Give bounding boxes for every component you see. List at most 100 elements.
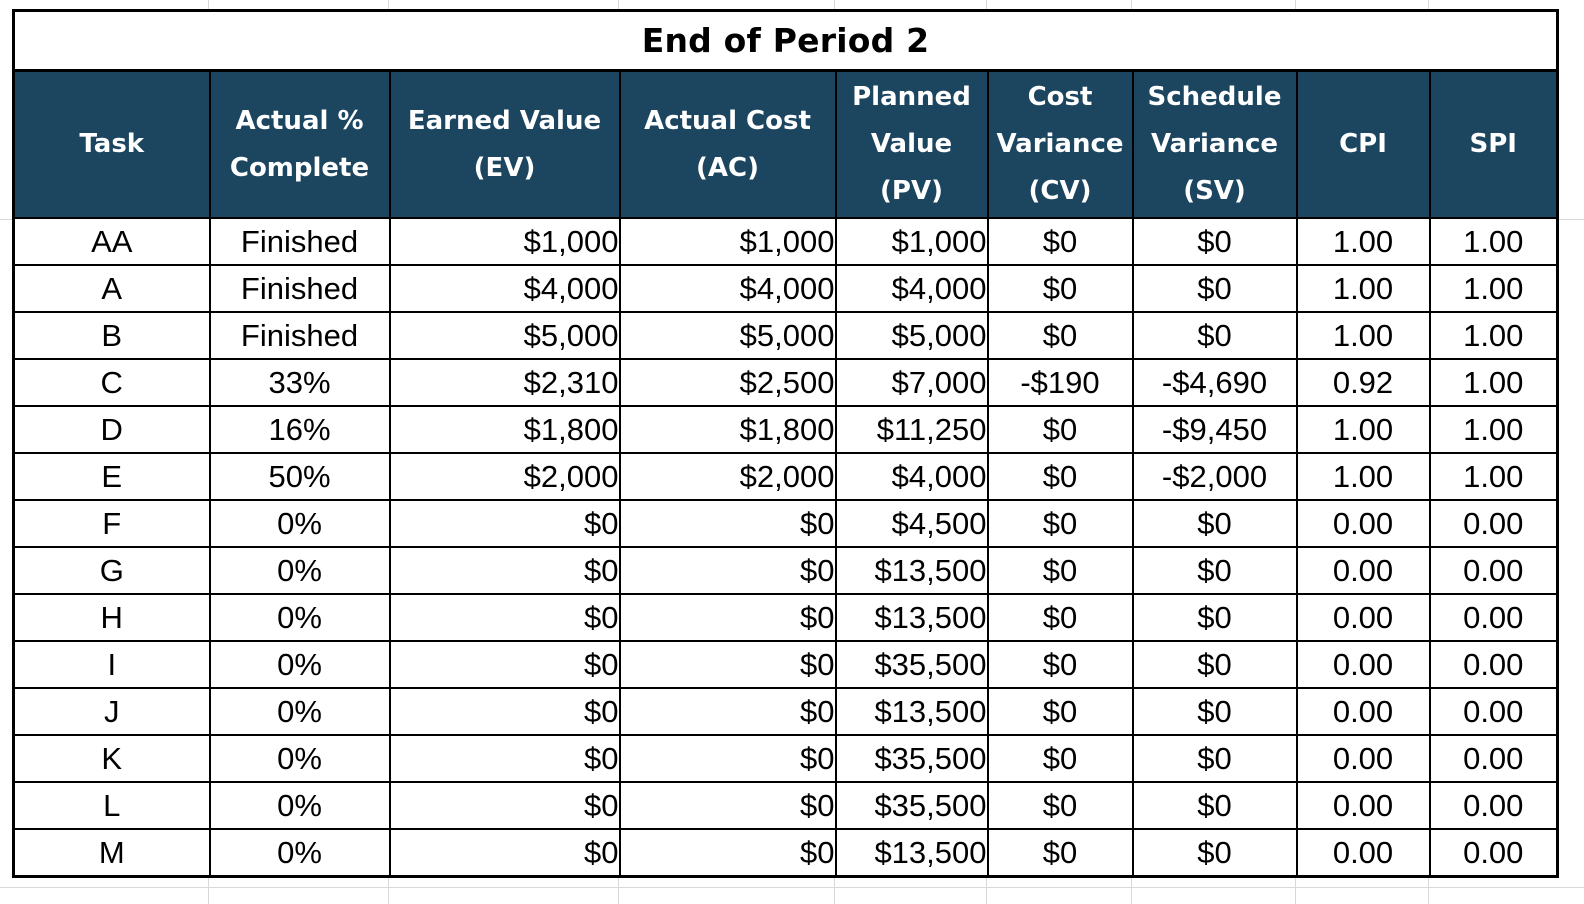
cell-pv[interactable]: $35,500 xyxy=(834,734,989,783)
cell-cpi[interactable]: 1.00 xyxy=(1295,311,1431,360)
cell-cpi[interactable]: 0.00 xyxy=(1295,499,1431,548)
cell-pct[interactable]: 16% xyxy=(208,405,391,454)
cell-task[interactable]: B xyxy=(12,311,211,360)
cell-sv[interactable]: $0 xyxy=(1131,217,1298,266)
cell-cpi[interactable]: 0.00 xyxy=(1295,828,1431,878)
cell-cpi[interactable]: 1.00 xyxy=(1295,217,1431,266)
cell-pct[interactable]: 0% xyxy=(208,781,391,830)
cell-pv[interactable]: $13,500 xyxy=(834,546,989,595)
cell-spi[interactable]: 0.00 xyxy=(1428,781,1559,830)
cell-cv[interactable]: $0 xyxy=(986,593,1134,642)
cell-ac[interactable]: $0 xyxy=(618,546,837,595)
cell-ev[interactable]: $0 xyxy=(388,640,621,689)
cell-sv[interactable]: $0 xyxy=(1131,311,1298,360)
column-header-pv[interactable]: Planned Value (PV) xyxy=(834,69,989,219)
cell-pv[interactable]: $13,500 xyxy=(834,593,989,642)
column-header-ev[interactable]: Earned Value (EV) xyxy=(388,69,621,219)
cell-pct[interactable]: 0% xyxy=(208,546,391,595)
cell-pv[interactable]: $1,000 xyxy=(834,217,989,266)
cell-spi[interactable]: 1.00 xyxy=(1428,311,1559,360)
cell-pct[interactable]: 0% xyxy=(208,499,391,548)
column-header-task[interactable]: Task xyxy=(12,69,211,219)
cell-cv[interactable]: $0 xyxy=(986,640,1134,689)
cell-cpi[interactable]: 0.00 xyxy=(1295,734,1431,783)
cell-ev[interactable]: $5,000 xyxy=(388,311,621,360)
cell-pct[interactable]: Finished xyxy=(208,264,391,313)
cell-pv[interactable]: $7,000 xyxy=(834,358,989,407)
cell-spi[interactable]: 1.00 xyxy=(1428,452,1559,501)
cell-task[interactable]: C xyxy=(12,358,211,407)
cell-task[interactable]: G xyxy=(12,546,211,595)
cell-ac[interactable]: $1,000 xyxy=(618,217,837,266)
cell-cv[interactable]: $0 xyxy=(986,781,1134,830)
column-header-spi[interactable]: SPI xyxy=(1428,69,1559,219)
cell-task[interactable]: I xyxy=(12,640,211,689)
cell-task[interactable]: E xyxy=(12,452,211,501)
column-header-cpi[interactable]: CPI xyxy=(1295,69,1431,219)
column-header-sv[interactable]: Schedule Variance (SV) xyxy=(1131,69,1298,219)
cell-spi[interactable]: 0.00 xyxy=(1428,593,1559,642)
cell-spi[interactable]: 1.00 xyxy=(1428,264,1559,313)
cell-spi[interactable]: 0.00 xyxy=(1428,640,1559,689)
cell-sv[interactable]: $0 xyxy=(1131,781,1298,830)
cell-ac[interactable]: $0 xyxy=(618,687,837,736)
cell-ev[interactable]: $0 xyxy=(388,687,621,736)
cell-pct[interactable]: Finished xyxy=(208,311,391,360)
cell-task[interactable]: F xyxy=(12,499,211,548)
cell-ac[interactable]: $2,000 xyxy=(618,452,837,501)
cell-ev[interactable]: $0 xyxy=(388,734,621,783)
cell-cv[interactable]: $0 xyxy=(986,452,1134,501)
cell-ac[interactable]: $0 xyxy=(618,499,837,548)
cell-pv[interactable]: $4,000 xyxy=(834,264,989,313)
cell-ev[interactable]: $0 xyxy=(388,593,621,642)
cell-ac[interactable]: $0 xyxy=(618,640,837,689)
cell-task[interactable]: L xyxy=(12,781,211,830)
cell-cv[interactable]: -$190 xyxy=(986,358,1134,407)
cell-pct[interactable]: 0% xyxy=(208,640,391,689)
column-header-cv[interactable]: Cost Variance (CV) xyxy=(986,69,1134,219)
cell-task[interactable]: K xyxy=(12,734,211,783)
column-header-pct[interactable]: Actual % Complete xyxy=(208,69,391,219)
cell-sv[interactable]: $0 xyxy=(1131,687,1298,736)
cell-ev[interactable]: $0 xyxy=(388,781,621,830)
cell-cv[interactable]: $0 xyxy=(986,499,1134,548)
cell-ac[interactable]: $2,500 xyxy=(618,358,837,407)
cell-ev[interactable]: $0 xyxy=(388,546,621,595)
cell-cv[interactable]: $0 xyxy=(986,687,1134,736)
cell-ev[interactable]: $4,000 xyxy=(388,264,621,313)
cell-cv[interactable]: $0 xyxy=(986,828,1134,878)
cell-task[interactable]: AA xyxy=(12,217,211,266)
cell-ac[interactable]: $1,800 xyxy=(618,405,837,454)
cell-sv[interactable]: -$9,450 xyxy=(1131,405,1298,454)
cell-pv[interactable]: $4,000 xyxy=(834,452,989,501)
cell-sv[interactable]: -$4,690 xyxy=(1131,358,1298,407)
cell-sv[interactable]: $0 xyxy=(1131,499,1298,548)
cell-sv[interactable]: $0 xyxy=(1131,640,1298,689)
cell-cpi[interactable]: 0.00 xyxy=(1295,593,1431,642)
cell-spi[interactable]: 0.00 xyxy=(1428,546,1559,595)
cell-pct[interactable]: 0% xyxy=(208,687,391,736)
cell-ac[interactable]: $0 xyxy=(618,828,837,878)
cell-pv[interactable]: $11,250 xyxy=(834,405,989,454)
cell-sv[interactable]: $0 xyxy=(1131,828,1298,878)
cell-pct[interactable]: Finished xyxy=(208,217,391,266)
cell-sv[interactable]: $0 xyxy=(1131,546,1298,595)
cell-task[interactable]: J xyxy=(12,687,211,736)
cell-cpi[interactable]: 1.00 xyxy=(1295,452,1431,501)
cell-cpi[interactable]: 0.00 xyxy=(1295,546,1431,595)
cell-cpi[interactable]: 1.00 xyxy=(1295,405,1431,454)
cell-pct[interactable]: 0% xyxy=(208,734,391,783)
cell-task[interactable]: D xyxy=(12,405,211,454)
cell-cpi[interactable]: 0.00 xyxy=(1295,687,1431,736)
cell-spi[interactable]: 0.00 xyxy=(1428,734,1559,783)
cell-ac[interactable]: $0 xyxy=(618,781,837,830)
cell-spi[interactable]: 0.00 xyxy=(1428,687,1559,736)
cell-task[interactable]: A xyxy=(12,264,211,313)
cell-pv[interactable]: $13,500 xyxy=(834,687,989,736)
cell-ev[interactable]: $0 xyxy=(388,499,621,548)
cell-task[interactable]: M xyxy=(12,828,211,878)
cell-spi[interactable]: 1.00 xyxy=(1428,405,1559,454)
cell-task[interactable]: H xyxy=(12,593,211,642)
cell-cpi[interactable]: 1.00 xyxy=(1295,264,1431,313)
cell-pv[interactable]: $13,500 xyxy=(834,828,989,878)
